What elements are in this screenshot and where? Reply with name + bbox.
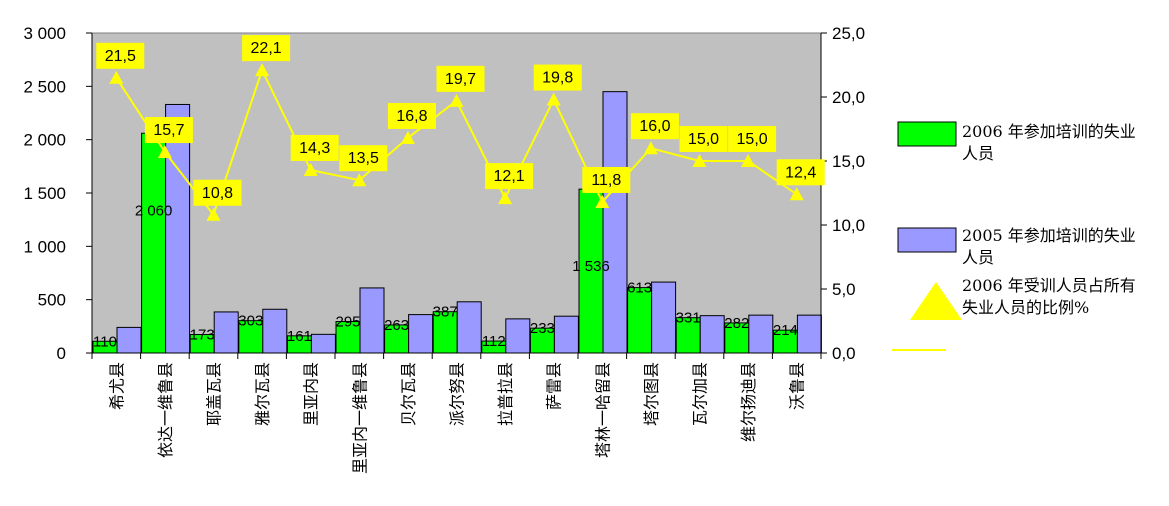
bar-2005-14 [797, 315, 821, 353]
ratio-data-label-7: 19,7 [445, 71, 476, 88]
ratio-data-label-0: 21,5 [105, 48, 136, 65]
left-axis-tick-label-2: 1 000 [23, 237, 66, 256]
category-label-6: 贝尔瓦县 [399, 362, 418, 426]
bar-2006-value-label-4: 161 [287, 328, 312, 345]
bar-2005-4 [311, 334, 335, 353]
bar-2005-13 [749, 315, 773, 353]
bar-2005-6 [409, 315, 433, 353]
ratio-data-label-3: 22,1 [251, 40, 282, 57]
category-label-2: 耶盖瓦县 [205, 362, 224, 426]
left-axis-tick-label-0: 0 [57, 344, 66, 363]
bar-2006-value-label-2: 173 [190, 327, 215, 344]
bar-2005-2 [214, 312, 238, 353]
left-axis-tick-label-6: 3 000 [23, 24, 66, 43]
category-label-14: 沃鲁县 [788, 362, 807, 410]
bar-2006-value-label-9: 233 [530, 320, 555, 337]
bar-2006-value-label-13: 282 [724, 315, 749, 332]
ratio-data-label-12: 15,0 [688, 131, 719, 148]
ratio-data-label-1: 15,7 [153, 122, 184, 139]
bar-2006-value-label-10: 1 536 [572, 258, 610, 275]
right-axis-tick-label-3: 15,0 [832, 152, 865, 171]
right-axis-tick-label-0: 0,0 [832, 344, 856, 363]
left-axis-tick-label-3: 1 500 [23, 184, 66, 203]
left-axis-tick-label-1: 500 [38, 291, 66, 310]
category-label-5: 里亚内一维鲁县 [350, 362, 369, 474]
right-axis-tick-label-5: 25,0 [832, 24, 865, 43]
category-label-12: 瓦尔加县 [691, 362, 710, 426]
category-label-9: 萨雷县 [545, 362, 564, 410]
ratio-data-label-2: 10,8 [202, 185, 233, 202]
bar-2006-value-label-0: 110 [93, 333, 117, 350]
bar-2005-8 [506, 319, 530, 353]
right-axis-tick-label-1: 5,0 [832, 280, 856, 299]
bar-2006-value-label-11: 613 [627, 280, 652, 297]
bar-2006-value-label-3: 303 [238, 313, 263, 330]
category-label-13: 维尔扬迪县 [739, 362, 758, 442]
bar-2006-value-label-12: 331 [676, 310, 701, 327]
bar-2006-11 [628, 288, 652, 353]
bar-2005-3 [263, 309, 287, 353]
bar-2006-value-label-7: 387 [433, 304, 458, 321]
ratio-data-label-14: 12,4 [785, 164, 816, 181]
ratio-data-label-8: 12,1 [494, 168, 525, 185]
category-label-7: 派尔努县 [448, 362, 467, 426]
left-axis-tick-label-5: 2 500 [23, 77, 66, 96]
ratio-data-label-9: 19,8 [542, 70, 573, 87]
category-label-0: 希尤县 [107, 362, 126, 410]
legend-label-ratio: 2006 年受训人员占所有失业人员的比例% [962, 275, 1147, 319]
ratio-data-label-4: 14,3 [299, 140, 330, 157]
ratio-data-label-10: 11,8 [591, 172, 621, 189]
legend-swatch-2005 [898, 228, 956, 252]
legend-swatch-2006 [898, 122, 956, 146]
right-axis-tick-label-4: 20,0 [832, 88, 865, 107]
bar-2005-12 [700, 316, 724, 353]
bar-2006-1 [142, 133, 166, 353]
bar-2005-0 [117, 327, 141, 353]
legend-label-2006: 2006 年参加培训的失业人员 [962, 121, 1147, 165]
category-label-10: 塔林一哈留县 [593, 362, 612, 458]
right-axis-tick-label-2: 10,0 [832, 216, 865, 235]
bar-2006-value-label-1: 2 060 [135, 202, 173, 219]
bar-2006-value-label-6: 263 [384, 317, 409, 334]
category-label-8: 拉普拉县 [496, 362, 515, 426]
left-axis-tick-label-4: 2 000 [23, 131, 66, 150]
legend-triangle-icon [910, 282, 962, 320]
bar-2005-10 [603, 92, 627, 353]
bar-2006-value-label-14: 214 [773, 322, 798, 339]
ratio-data-label-13: 15,0 [737, 131, 768, 148]
ratio-data-label-5: 13,5 [348, 150, 379, 167]
category-label-4: 里亚内县 [302, 362, 321, 426]
category-label-3: 雅尔瓦县 [253, 362, 272, 426]
bar-2006-value-label-5: 295 [335, 314, 360, 331]
legend-label-2005: 2005 年参加培训的失业人员 [962, 225, 1147, 269]
ratio-data-label-11: 16,0 [639, 118, 670, 135]
bar-2005-11 [652, 282, 676, 353]
category-label-1: 依达一维鲁县 [156, 362, 175, 458]
bar-2005-7 [457, 302, 481, 353]
bar-2005-5 [360, 288, 384, 353]
bar-2005-9 [554, 316, 578, 353]
ratio-data-label-6: 16,8 [396, 108, 427, 125]
bar-2006-value-label-8: 112 [482, 333, 506, 350]
category-label-11: 塔尔图县 [642, 362, 661, 426]
